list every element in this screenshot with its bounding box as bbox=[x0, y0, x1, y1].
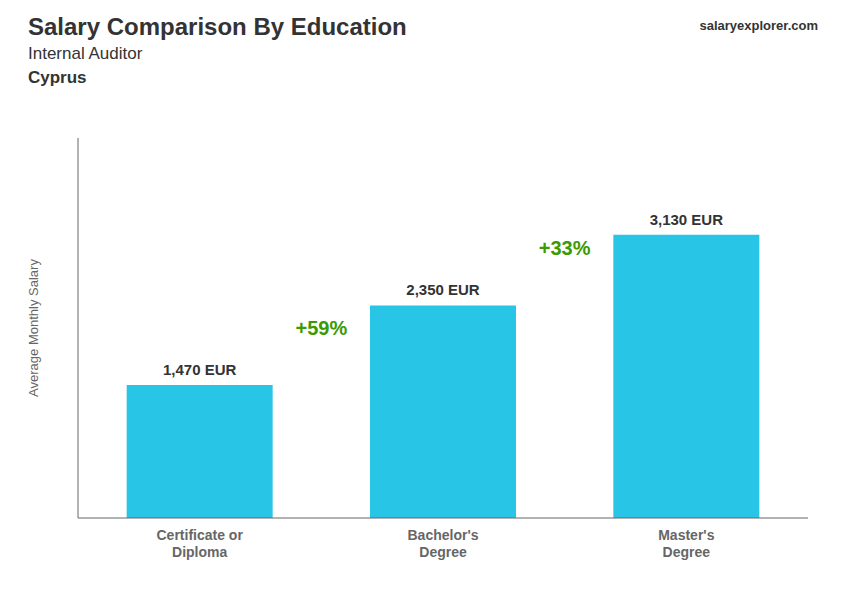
html-text:salaryexplorer.com: salaryexplorer.com bbox=[699, 18, 818, 33]
html-text:Cyprus: Cyprus bbox=[28, 68, 87, 87]
svg-text:Certificate orDiploma: Certificate orDiploma bbox=[156, 527, 243, 560]
html-text:Salary Comparison By Education: Salary Comparison By Education bbox=[28, 13, 407, 40]
html-text:Internal Auditor: Internal Auditor bbox=[28, 44, 143, 63]
svg-text:Average Monthly Salary: Average Monthly Salary bbox=[26, 259, 41, 397]
svg-text:Master'sDegree: Master'sDegree bbox=[658, 527, 714, 560]
svg-text:1,470 EUR: 1,470 EUR bbox=[163, 361, 237, 378]
svg-text:+33%: +33% bbox=[539, 237, 591, 259]
svg-text:3,130 EUR: 3,130 EUR bbox=[650, 211, 724, 228]
svg-text:Bachelor'sDegree: Bachelor'sDegree bbox=[407, 527, 478, 560]
svg-text:+59%: +59% bbox=[295, 317, 347, 339]
svg-text:2,350 EUR: 2,350 EUR bbox=[406, 281, 480, 298]
